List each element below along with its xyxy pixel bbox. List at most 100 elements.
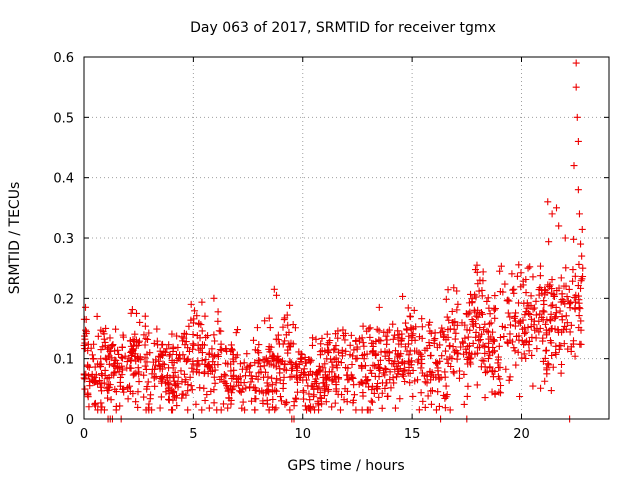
data-point <box>141 312 149 320</box>
data-point <box>286 406 294 414</box>
data-point <box>328 377 336 385</box>
data-point <box>489 373 497 381</box>
data-point <box>210 294 218 302</box>
data-point <box>549 363 557 371</box>
data-point <box>381 384 389 392</box>
data-point <box>398 334 406 342</box>
data-point <box>312 335 320 343</box>
y-tick-label: 0.5 <box>53 111 74 126</box>
data-point <box>365 383 373 391</box>
data-point <box>519 277 527 285</box>
data-point <box>166 350 174 358</box>
data-point <box>547 317 555 325</box>
data-point <box>495 342 503 350</box>
data-point <box>82 326 90 334</box>
data-point <box>425 321 433 329</box>
data-point <box>275 340 283 348</box>
x-tick-label: 20 <box>513 427 530 442</box>
data-point <box>517 269 525 277</box>
data-point <box>442 382 450 390</box>
data-point <box>473 261 481 269</box>
data-point <box>189 345 197 353</box>
data-point <box>393 373 401 381</box>
data-point <box>545 361 553 369</box>
data-point <box>249 336 257 344</box>
data-point <box>358 363 366 371</box>
data-point <box>558 290 566 298</box>
data-point <box>350 391 358 399</box>
data-point <box>196 334 204 342</box>
data-point <box>403 326 411 334</box>
data-point <box>255 369 263 377</box>
data-point <box>280 373 288 381</box>
data-point <box>281 314 289 322</box>
data-point <box>464 333 472 341</box>
data-point <box>515 299 523 307</box>
data-point <box>84 362 92 370</box>
data-point <box>404 369 412 377</box>
data-point <box>315 383 323 391</box>
data-point <box>424 392 432 400</box>
data-point <box>504 309 512 317</box>
data-point <box>332 342 340 350</box>
spike-point <box>93 312 101 320</box>
data-point <box>547 325 555 333</box>
data-point <box>272 335 280 343</box>
data-point <box>421 378 429 386</box>
data-point <box>514 348 522 356</box>
data-point <box>281 337 289 345</box>
data-point <box>509 286 517 294</box>
data-point <box>281 361 289 369</box>
data-point <box>215 327 223 335</box>
data-point <box>169 373 177 381</box>
data-point <box>141 362 149 370</box>
data-point <box>405 351 413 359</box>
data-point <box>101 338 109 346</box>
data-point <box>205 349 213 357</box>
data-point <box>168 330 176 338</box>
data-point <box>370 389 378 397</box>
data-point <box>350 346 358 354</box>
data-point <box>321 360 329 368</box>
data-point <box>409 392 417 400</box>
data-point <box>490 336 498 344</box>
data-point <box>384 392 392 400</box>
data-point <box>256 363 264 371</box>
data-point <box>232 353 240 361</box>
data-point <box>481 349 489 357</box>
data-point <box>373 383 381 391</box>
data-point <box>383 336 391 344</box>
data-point <box>100 335 108 343</box>
data-point <box>224 404 232 412</box>
data-point <box>562 264 570 272</box>
data-point <box>577 326 585 334</box>
data-point <box>260 373 268 381</box>
data-point <box>94 360 102 368</box>
data-point <box>385 357 393 365</box>
data-point <box>160 361 168 369</box>
data-point <box>373 384 381 392</box>
data-point <box>571 352 579 360</box>
data-point <box>342 364 350 372</box>
data-point <box>305 390 313 398</box>
data-point <box>252 372 260 380</box>
data-point <box>334 348 342 356</box>
data-point <box>366 406 374 414</box>
data-point <box>241 372 249 380</box>
data-point <box>268 374 276 382</box>
chart-title: Day 063 of 2017, SRMTID for receiver tgm… <box>190 20 496 36</box>
data-point <box>505 297 513 305</box>
data-point <box>410 306 418 314</box>
data-point <box>577 317 585 325</box>
data-point <box>481 363 489 371</box>
data-point <box>260 362 268 370</box>
data-point <box>177 367 185 375</box>
data-point <box>348 361 356 369</box>
data-point <box>398 358 406 366</box>
data-point <box>511 317 519 325</box>
data-point <box>108 371 116 379</box>
data-point <box>119 354 126 362</box>
data-point <box>97 370 105 378</box>
data-point <box>271 386 279 394</box>
